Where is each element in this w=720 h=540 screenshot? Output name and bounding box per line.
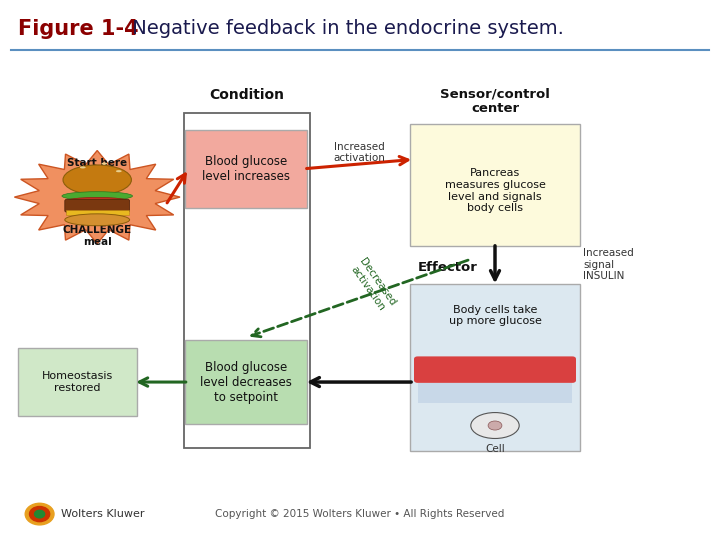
- Ellipse shape: [62, 192, 132, 200]
- Text: Effector: Effector: [418, 261, 477, 274]
- FancyBboxPatch shape: [18, 348, 137, 416]
- FancyBboxPatch shape: [410, 284, 580, 451]
- Ellipse shape: [80, 166, 86, 168]
- Ellipse shape: [66, 197, 129, 206]
- Text: Condition: Condition: [209, 87, 284, 102]
- FancyBboxPatch shape: [414, 356, 576, 383]
- Circle shape: [30, 507, 50, 522]
- Text: Sensor/control
center: Sensor/control center: [440, 87, 550, 115]
- FancyBboxPatch shape: [65, 199, 130, 212]
- Ellipse shape: [471, 413, 519, 438]
- Text: Blood glucose
level decreases
to setpoint: Blood glucose level decreases to setpoin…: [200, 361, 292, 403]
- FancyBboxPatch shape: [184, 113, 310, 448]
- Text: Cell: Cell: [485, 444, 505, 454]
- FancyBboxPatch shape: [66, 210, 129, 215]
- Text: Blood glucose
level increases: Blood glucose level increases: [202, 155, 290, 183]
- Ellipse shape: [102, 163, 107, 165]
- Text: Increased
signal
INSULIN: Increased signal INSULIN: [583, 248, 634, 281]
- Circle shape: [35, 510, 45, 518]
- Text: Blood: Blood: [505, 388, 534, 398]
- Text: Increased
activation: Increased activation: [333, 141, 385, 163]
- Circle shape: [25, 503, 54, 525]
- Text: Body cells take
up more glucose: Body cells take up more glucose: [449, 305, 541, 326]
- Text: Homeostasis
restored: Homeostasis restored: [42, 372, 113, 393]
- FancyBboxPatch shape: [418, 383, 572, 403]
- Ellipse shape: [116, 170, 122, 172]
- Text: CHALLENGE
meal: CHALLENGE meal: [63, 225, 132, 247]
- Text: Copyright © 2015 Wolters Kluwer • All Rights Reserved: Copyright © 2015 Wolters Kluwer • All Ri…: [215, 509, 505, 519]
- Text: Glucose: Glucose: [470, 364, 520, 375]
- FancyBboxPatch shape: [410, 124, 580, 246]
- Ellipse shape: [488, 421, 502, 430]
- Text: Figure 1-4: Figure 1-4: [18, 19, 139, 39]
- Text: Decreased
activation: Decreased activation: [348, 256, 397, 314]
- Ellipse shape: [63, 165, 132, 195]
- Polygon shape: [14, 151, 180, 244]
- Ellipse shape: [65, 214, 130, 226]
- Text: Wolters Kluwer: Wolters Kluwer: [61, 509, 145, 519]
- Text: Start here: Start here: [67, 158, 127, 168]
- Text: Pancreas
measures glucose
level and signals
body cells: Pancreas measures glucose level and sign…: [444, 168, 546, 213]
- FancyBboxPatch shape: [185, 340, 307, 424]
- FancyBboxPatch shape: [185, 130, 307, 208]
- Text: Negative feedback in the endocrine system.: Negative feedback in the endocrine syste…: [126, 19, 564, 38]
